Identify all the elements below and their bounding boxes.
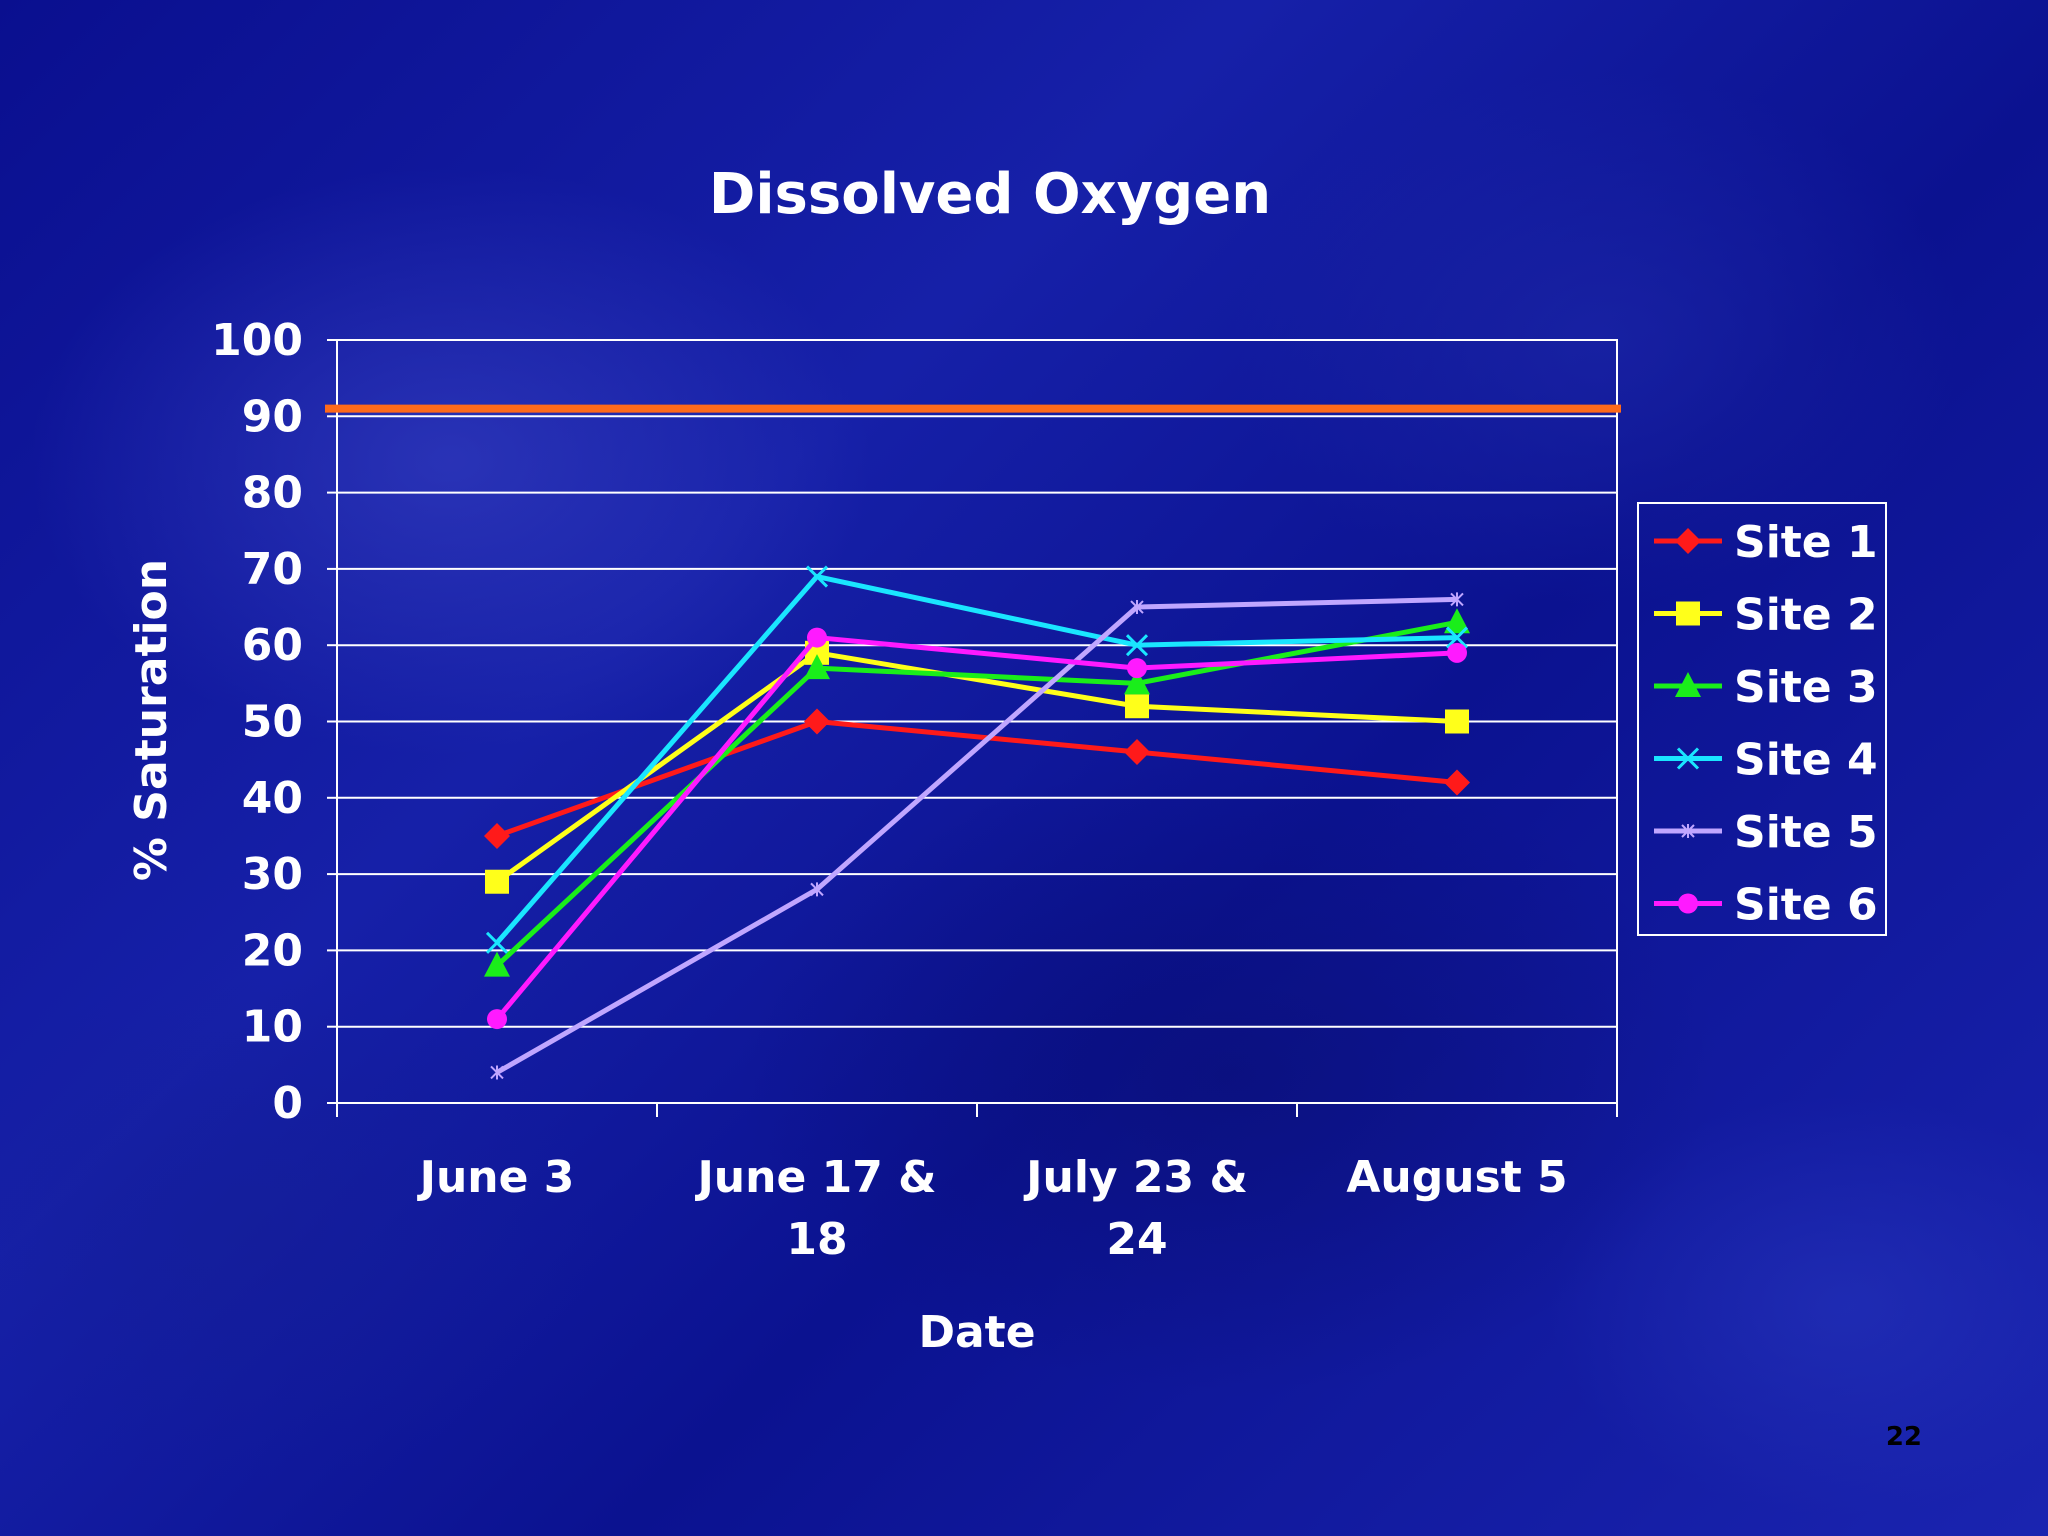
data-point (1124, 739, 1150, 766)
x-axis-ticks: June 3 June 17 & 18 July 23 & 24 August 5 (336, 1103, 1618, 1265)
series-line (495, 635, 1458, 1021)
legend: Site 1 Site 2 Site 3 Site 4 Site 5 Site 6 (1637, 502, 1887, 936)
series-1 (484, 708, 1470, 849)
legend-marker (1676, 747, 1700, 770)
chart-title: Dissolved Oxygen (709, 162, 1271, 227)
data-point (1124, 669, 1150, 695)
legend-marker (1675, 672, 1701, 697)
legend-marker (1676, 601, 1700, 626)
data-point (485, 869, 509, 894)
legend-marker (1681, 824, 1695, 838)
legend-marker (1675, 528, 1701, 554)
y-tick-label: 20 (242, 925, 303, 976)
data-point (1127, 658, 1147, 679)
data-point (1130, 600, 1144, 615)
x-axis-label: Date (918, 1307, 1035, 1358)
series-line (496, 719, 1458, 839)
series-line (495, 574, 1458, 945)
legend-item: Site 6 (1654, 880, 1878, 931)
legend-label: Site 5 (1734, 807, 1878, 858)
legend-label: Site 3 (1734, 662, 1878, 713)
data-point (807, 627, 827, 648)
legend-item: Site 3 (1654, 662, 1878, 713)
series-line (495, 596, 1458, 1075)
data-point (1444, 769, 1470, 796)
data-point (1445, 709, 1469, 734)
series-3 (484, 608, 1470, 977)
series-line (495, 619, 1458, 968)
y-axis-ticks: 0 10 20 30 40 50 60 70 80 90 100 (211, 315, 337, 1129)
data-point (805, 565, 829, 588)
y-axis-label: % Saturation (126, 559, 177, 881)
y-tick-label: 100 (211, 315, 303, 366)
series-6 (487, 627, 1467, 1030)
legend-label: Site 6 (1734, 880, 1878, 931)
page-number: 22 (1886, 1422, 1922, 1452)
data-point (1125, 694, 1149, 719)
data-point (804, 654, 830, 680)
plot-area (336, 339, 1618, 1104)
series-2 (485, 640, 1469, 894)
data-point (487, 1009, 507, 1030)
data-point (1125, 634, 1149, 657)
legend-item: Site 5 (1654, 807, 1878, 858)
data-point (485, 931, 509, 954)
x-tick-label: June 17 & 18 (694, 1152, 936, 1265)
x-tick-label: July 23 & 24 (1023, 1152, 1248, 1265)
legend-item: Site 4 (1654, 735, 1878, 786)
x-tick-label: August 5 (1346, 1152, 1567, 1203)
series-line (495, 650, 1458, 884)
series-5 (490, 592, 1464, 1080)
data-point (810, 882, 824, 897)
legend-item: Site 1 (1654, 517, 1878, 568)
y-tick-label: 80 (242, 468, 303, 519)
legend-frame (1637, 502, 1887, 936)
data-point (484, 822, 510, 849)
y-tick-label: 0 (272, 1078, 303, 1129)
data-point (490, 1065, 504, 1080)
y-tick-label: 10 (242, 1002, 303, 1053)
data-point (1447, 642, 1467, 663)
y-tick-label: 70 (242, 544, 303, 595)
legend-label: Site 1 (1734, 517, 1878, 568)
y-tick-label: 60 (242, 620, 303, 671)
data-point (484, 951, 510, 977)
data-point (1445, 626, 1469, 649)
legend-item: Site 2 (1654, 590, 1878, 641)
data-point (804, 708, 830, 735)
x-tick-label: June 3 (417, 1152, 575, 1203)
y-tick-label: 40 (242, 773, 303, 824)
y-tick-label: 50 (242, 697, 303, 748)
series-4 (485, 565, 1469, 954)
series-layer (484, 565, 1470, 1080)
y-tick-label: 30 (242, 849, 303, 900)
legend-label: Site 4 (1734, 735, 1878, 786)
data-point (1450, 592, 1464, 607)
y-tick-label: 90 (242, 391, 303, 442)
data-point (1444, 608, 1470, 634)
legend-label: Site 2 (1734, 590, 1878, 641)
legend-marker (1678, 893, 1698, 914)
